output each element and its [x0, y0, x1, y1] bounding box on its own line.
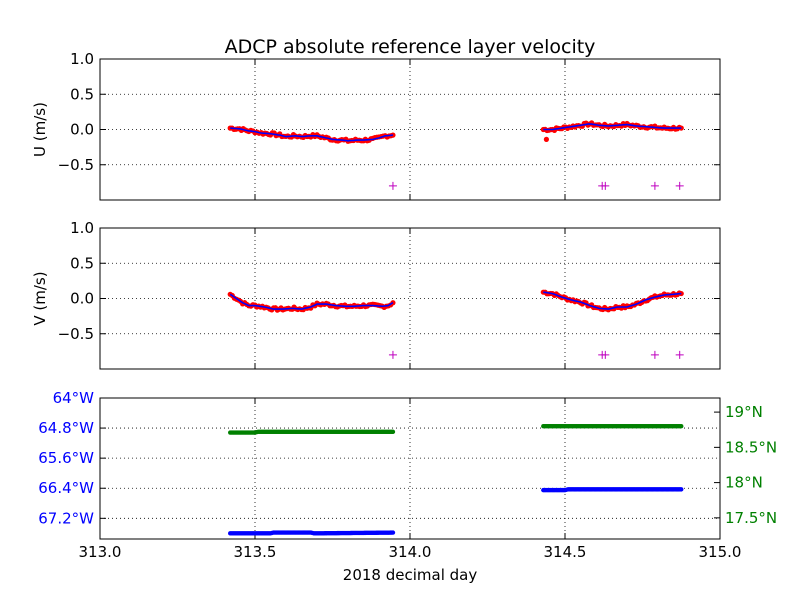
- plot-panels: 1.0 0.5 0.0 −0.5 U (m/s) 1.0 0.5 0.0 −0.5 V (m/s)…: [31, 50, 777, 561]
- longitude-series: [228, 487, 684, 536]
- y-tick-label: 1.0: [70, 219, 94, 237]
- right-y-tick-label: 18°N: [725, 474, 763, 492]
- x-tick-label: 313.0: [79, 543, 122, 561]
- right-y-tick-label: 18.5°N: [725, 438, 777, 456]
- flag-marker: [601, 181, 610, 190]
- x-tick-label: 315.0: [699, 543, 742, 561]
- series-segment: [540, 289, 684, 313]
- smoothed-line: [229, 293, 394, 310]
- series-segment: [227, 125, 396, 144]
- data-point: [679, 487, 684, 492]
- flag-marker: [601, 350, 610, 359]
- data-point: [390, 530, 396, 535]
- x-tick-label: 313.5: [234, 543, 277, 561]
- right-y-tick-label: 17.5°N: [725, 509, 777, 527]
- y-tick-label: 0.0: [70, 121, 94, 139]
- plot-frame: [99, 227, 721, 370]
- x-tick-label: 314.5: [544, 543, 587, 561]
- y-tick-label: 0.5: [70, 85, 94, 103]
- flag-marker: [675, 181, 684, 190]
- left-y-tick-label: 67.2°W: [38, 509, 94, 527]
- flag-marker: [388, 350, 397, 359]
- y-axis-label: U (m/s): [31, 102, 49, 157]
- plot-frame: [99, 397, 721, 540]
- left-y-tick-label: 64°W: [53, 389, 95, 407]
- panel-u: 1.0 0.5 0.0 −0.5 U (m/s): [31, 50, 721, 201]
- flag-marker: [675, 350, 684, 359]
- series-segment: [540, 120, 684, 134]
- series-segment: [227, 291, 396, 313]
- smoothed-line: [230, 127, 393, 142]
- outlier-point: [543, 136, 550, 142]
- x-tick-label: 314.0: [389, 543, 432, 561]
- left-y-tick-label: 64.8°W: [38, 419, 94, 437]
- panel-v: 1.0 0.5 0.0 −0.5 V (m/s): [31, 219, 721, 370]
- data-point: [679, 424, 684, 429]
- flag-marker: [650, 181, 659, 190]
- x-axis-label: 2018 decimal day: [343, 566, 478, 584]
- right-y-tick-label: 19°N: [725, 403, 763, 421]
- flag-marker: [388, 181, 397, 190]
- y-tick-label: 0.5: [70, 254, 94, 272]
- smoothed-line: [543, 291, 682, 310]
- left-y-tick-label: 66.4°W: [38, 479, 94, 497]
- y-tick-label: −0.5: [58, 156, 94, 174]
- plot-frame: [99, 58, 721, 201]
- left-y-tick-label: 65.6°W: [38, 449, 94, 467]
- flag-marker: [650, 350, 659, 359]
- y-tick-label: −0.5: [58, 325, 94, 343]
- data-point: [390, 132, 396, 138]
- chart-title: ADCP absolute reference layer velocity: [225, 36, 596, 58]
- data-point: [390, 429, 396, 435]
- y-axis-label: V (m/s): [31, 271, 49, 325]
- smoothed-line: [543, 123, 682, 131]
- panel-position: 313.0 313.5 314.0 314.5 315.0 64°W 64.8°W 65.6°…: [38, 389, 777, 561]
- y-tick-label: 0.0: [70, 290, 94, 308]
- y-tick-label: 1.0: [70, 50, 94, 68]
- latitude-series: [228, 424, 684, 435]
